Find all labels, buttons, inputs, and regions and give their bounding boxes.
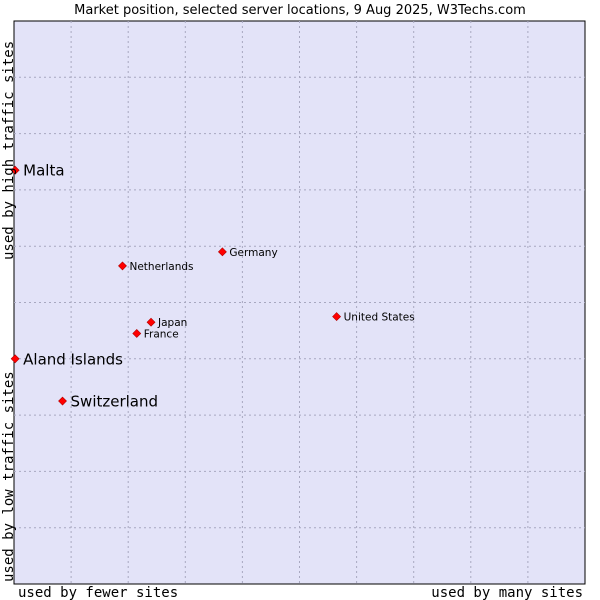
point-marker-france [132,329,142,338]
point-label-aland-islands: Aland Islands [23,350,123,368]
point-marker-malta [10,165,20,175]
point-label-france: France [144,328,179,340]
point-label-japan: Japan [157,317,187,329]
point-label-united-states: United States [344,312,415,324]
grid-lines [14,21,585,584]
point-marker-aland-islands [10,354,20,364]
point-marker-netherlands [118,261,127,271]
point-label-malta: Malta [23,162,64,180]
y-axis-label-bottom: used by low traffic sites [1,371,17,582]
point-label-netherlands: Netherlands [129,261,193,273]
y-axis-label-top: used by high traffic sites [1,41,17,260]
point-marker-switzerland [58,396,67,406]
point-marker-japan [146,317,156,327]
x-axis-label-left: used by fewer sites [18,585,178,600]
point-marker-germany [217,247,227,257]
data-points: Malta Aland Islands Switzerland Netherlands… [10,162,415,411]
point-marker-united-states [332,312,342,321]
chart-title: Market position, selected server locatio… [74,3,526,18]
x-axis-label-right: used by many sites [431,585,583,600]
point-label-switzerland: Switzerland [71,393,159,411]
point-label-germany: Germany [229,247,277,259]
